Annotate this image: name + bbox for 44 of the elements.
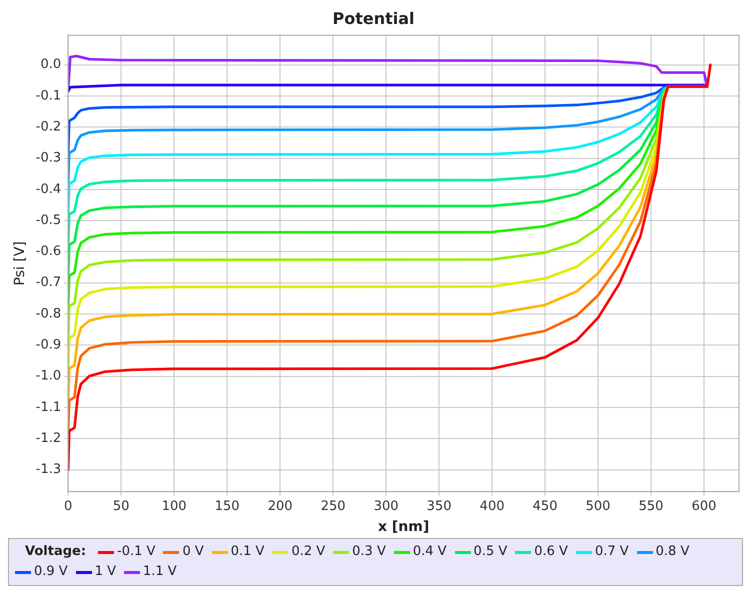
x-tick-label: 400 [480,498,504,514]
legend-label: 0.3 V [352,543,386,561]
y-tick-label: -0.6 [36,244,62,260]
legend-title: Voltage: [25,543,86,561]
y-tick-label: -1.2 [36,431,62,446]
x-tick-label: 500 [586,498,610,514]
legend-label: 1 V [94,563,116,581]
y-tick-label: -0.8 [36,306,62,322]
legend-label: 0.5 V [474,543,508,561]
legend-label: 0.1 V [230,543,264,561]
legend-label: 0.4 V [412,543,447,561]
x-tick-label: 350 [426,498,452,514]
x-tick-label: 100 [162,498,187,514]
x-tick-label: 0 [64,498,72,514]
x-tick-label: 300 [374,498,399,514]
x-tick-label: 50 [112,498,130,514]
y-tick-label: -1.1 [36,400,62,415]
x-tick-label: 550 [638,498,664,514]
x-tick-label: 250 [320,498,346,514]
legend-label: 0.9 V [34,563,68,581]
y-tick-label: -0.9 [36,338,62,353]
legend-label: 0.7 V [594,543,629,561]
legend-label: 0.2 V [291,543,326,561]
y-tick-label: -0.2 [36,119,62,134]
x-axis-title: x [nm] [378,519,430,536]
legend-label: 0.8 V [656,543,690,561]
legend-label: 0.6 V [534,543,568,561]
y-tick-label: 0.0 [40,57,62,72]
y-tick-label: -0.7 [36,275,62,290]
y-tick-label: -0.3 [36,150,62,166]
y-tick-label: -0.5 [36,212,62,228]
y-tick-label: -1.0 [36,368,62,384]
y-tick-label: -0.4 [36,182,62,197]
x-tick-label: 450 [532,498,558,514]
y-tick-label: -0.1 [36,88,62,104]
legend-label: 0 V [182,543,204,561]
legend-label: -0.1 V [117,543,156,561]
y-tick-label: -1.3 [36,462,62,478]
y-axis-title: Psi [V] [12,241,28,286]
x-tick-label: 150 [214,498,240,514]
chart-title: Potential [332,8,415,28]
legend-label: 1.1 V [143,563,177,581]
x-tick-label: 600 [692,498,716,514]
x-tick-label: 200 [268,498,293,514]
